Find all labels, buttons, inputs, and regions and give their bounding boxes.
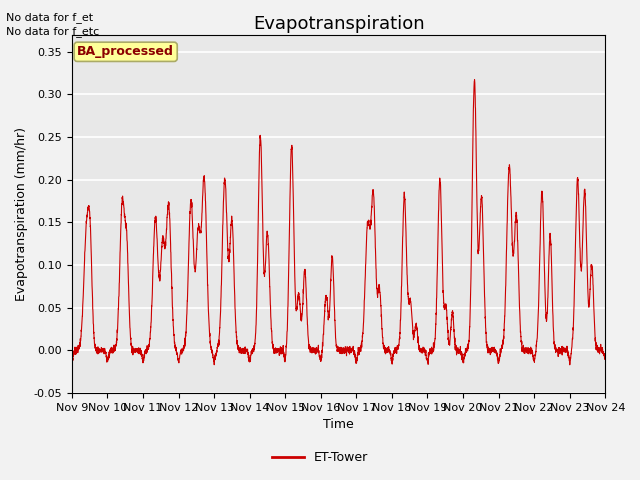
Legend: ET-Tower: ET-Tower	[268, 446, 372, 469]
X-axis label: Time: Time	[323, 419, 354, 432]
Text: No data for f_etc: No data for f_etc	[6, 26, 100, 37]
Text: No data for f_et: No data for f_et	[6, 12, 93, 23]
Title: Evapotranspiration: Evapotranspiration	[253, 15, 424, 33]
Y-axis label: Evapotranspiration (mm/hr): Evapotranspiration (mm/hr)	[15, 127, 28, 301]
Text: BA_processed: BA_processed	[77, 45, 174, 58]
